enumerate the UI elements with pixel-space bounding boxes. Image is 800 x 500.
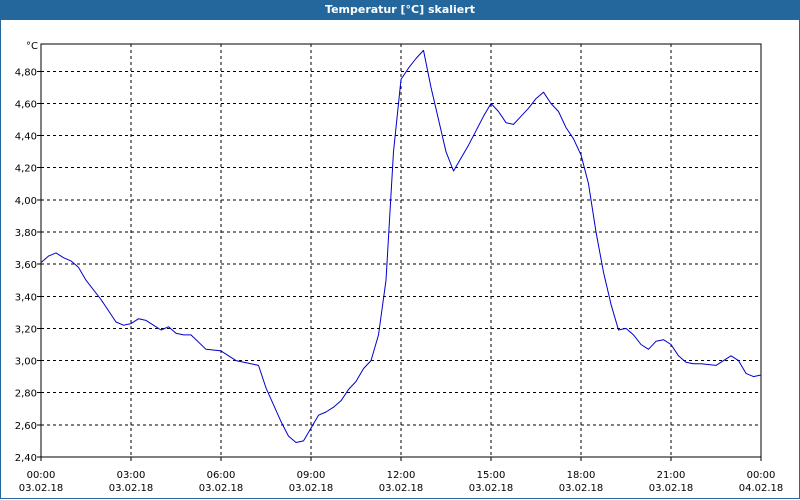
x-tick-time-label: 18:00 — [567, 470, 596, 481]
x-tick-date-label: 03.02.18 — [199, 483, 244, 494]
x-tick-date-label: 03.02.18 — [649, 483, 694, 494]
x-tick-date-label: 03.02.18 — [379, 483, 424, 494]
x-tick-date-label: 04.02.18 — [739, 483, 784, 494]
chart-plot: 2,40 2,60 2,80 3,00 3,20 3,40 3,60 3,80 4,00 4,20… — [15, 41, 784, 494]
temperature-series-line — [40, 49, 762, 443]
x-tick-time-label: 21:00 — [657, 470, 686, 481]
x-tick-time-label: 00:00 — [747, 470, 776, 481]
grid-layer — [41, 44, 761, 457]
axis-layer — [37, 43, 762, 461]
plot-frame — [40, 43, 762, 458]
y-tick-label: 2,80 — [15, 389, 37, 400]
x-tick-time-label: 12:00 — [387, 470, 416, 481]
x-tick-time-label: 09:00 — [297, 470, 326, 481]
y-tick-label: 3,00 — [15, 357, 37, 368]
x-tick-time-label: 06:00 — [207, 470, 236, 481]
x-tick-time-label: 00:00 — [27, 470, 56, 481]
y-axis-unit-label: °C — [26, 41, 38, 52]
label-layer: 2,40 2,60 2,80 3,00 3,20 3,40 3,60 3,80 4,00 4,20… — [15, 41, 784, 494]
y-tick-label: 3,60 — [15, 260, 37, 271]
y-tick-label: 3,40 — [15, 292, 37, 303]
y-tick-label: 3,20 — [15, 324, 37, 335]
x-tick-date-label: 03.02.18 — [469, 483, 514, 494]
x-tick-time-label: 15:00 — [477, 470, 506, 481]
y-tick-label: 4,60 — [15, 99, 37, 110]
y-tick-label: 3,80 — [15, 228, 37, 239]
x-tick-date-label: 03.02.18 — [19, 483, 64, 494]
x-tick-date-label: 03.02.18 — [559, 483, 604, 494]
y-tick-label: 4,40 — [15, 132, 37, 143]
y-tick-label: 4,20 — [15, 164, 37, 175]
series-layer — [40, 49, 762, 443]
window-title: Temperatur [°C] skaliert — [0, 0, 800, 20]
y-tick-label: 2,60 — [15, 421, 37, 432]
y-tick-label: 4,00 — [15, 196, 37, 207]
x-tick-time-label: 03:00 — [117, 470, 146, 481]
x-tick-date-label: 03.02.18 — [289, 483, 334, 494]
y-tick-label: 4,80 — [15, 67, 37, 78]
y-tick-label: 2,40 — [15, 453, 37, 464]
x-tick-date-label: 03.02.18 — [109, 483, 154, 494]
